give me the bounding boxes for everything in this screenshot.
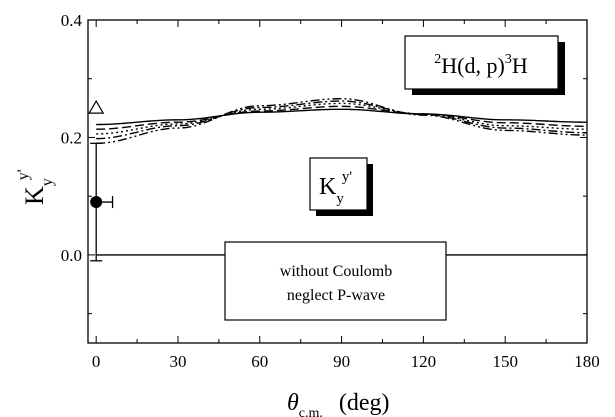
observable-label: Kyy': [319, 169, 352, 207]
x-tick-label: 60: [251, 352, 268, 371]
x-tick-label: 150: [492, 352, 518, 371]
axes-layer: 0 30 60 90 120 150 180 0.0 0.2 0.4: [61, 11, 600, 371]
note-line-2: neglect P-wave: [287, 287, 385, 304]
reaction-label-box: 2H(d, p)3H: [404, 35, 565, 95]
y-tick-label: 0.4: [61, 11, 83, 30]
x-tick-label: 90: [333, 352, 350, 371]
note-box: without Coulomb neglect P-wave: [224, 241, 447, 321]
x-tick-label: 120: [411, 352, 437, 371]
x-tick-label: 180: [574, 352, 600, 371]
observable-label-box: Kyy': [309, 157, 373, 216]
data-point-circle: [90, 196, 103, 209]
x-axis-label: θc.m. (deg): [287, 390, 390, 417]
x-tick-label: 0: [92, 352, 101, 371]
x-tick-label: 30: [169, 352, 186, 371]
series-line-dash-dot: [96, 100, 588, 140]
reaction-label: 2H(d, p)3H: [434, 52, 528, 78]
y-tick-label: 0.0: [61, 246, 82, 265]
data-point-triangle: [88, 99, 105, 114]
plot-frame: [87, 19, 588, 344]
y-axis-label: Kyy': [15, 169, 56, 205]
series-line-dotted: [96, 102, 588, 135]
y-tick-label: 0.2: [61, 128, 82, 147]
series-line-dash-dot-dot: [96, 97, 588, 145]
note-line-1: without Coulomb: [280, 263, 392, 280]
series-line-dashed: [96, 105, 588, 130]
series-line-solid: [96, 108, 588, 126]
points-layer: [88, 99, 114, 262]
